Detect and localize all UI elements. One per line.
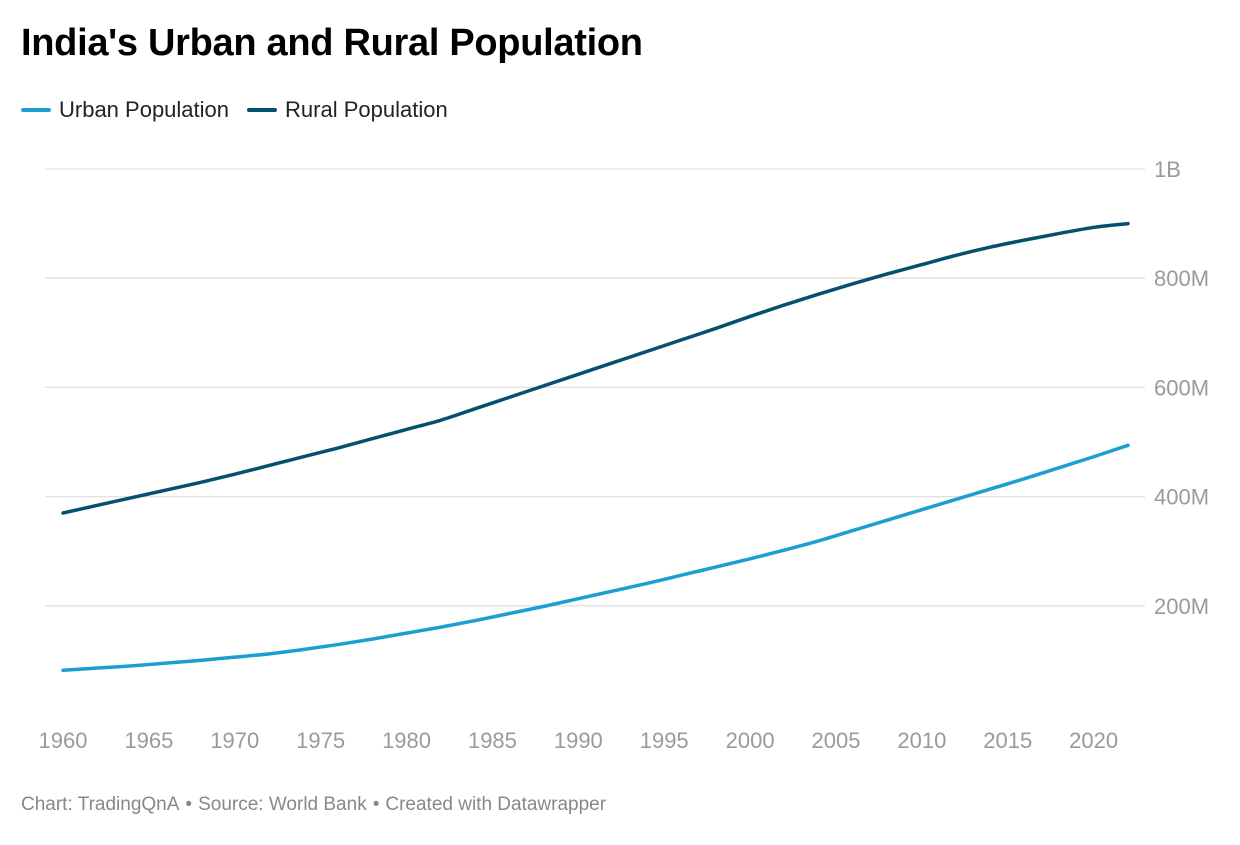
x-axis-ticks: 1960 1965 1970 1975 1980 1985 1990 1995 2000 2005… — [39, 728, 1119, 753]
x-tick-label: 2015 — [983, 728, 1032, 753]
x-tick-label: 1980 — [382, 728, 431, 753]
footer-source: Source: World Bank — [198, 794, 367, 815]
y-axis-ticks: 200M 400M 600M 800M 1B — [1154, 157, 1209, 619]
series-line-rural — [61, 221, 1130, 515]
series-line-urban — [61, 443, 1130, 672]
y-tick-label: 200M — [1154, 594, 1209, 619]
x-tick-label: 2000 — [726, 728, 775, 753]
legend-item-rural: Rural Population — [247, 97, 448, 123]
legend: Urban Population Rural Population — [21, 97, 448, 123]
chart-title: India's Urban and Rural Population — [21, 22, 643, 64]
y-tick-label: 600M — [1154, 375, 1209, 400]
y-tick-label: 400M — [1154, 485, 1209, 510]
legend-swatch-rural — [247, 108, 278, 112]
legend-label-rural: Rural Population — [285, 97, 448, 122]
x-tick-label: 1990 — [554, 728, 603, 753]
footer-created-with: Created with Datawrapper — [385, 794, 607, 815]
footer-chart-credit: Chart: TradingQnA — [21, 794, 180, 815]
x-tick-label: 1960 — [39, 728, 88, 753]
legend-item-urban: Urban Population — [21, 97, 229, 123]
x-tick-label: 1970 — [210, 728, 259, 753]
x-tick-label: 1985 — [468, 728, 517, 753]
x-tick-label: 2005 — [812, 728, 861, 753]
legend-swatch-urban — [21, 108, 51, 112]
series-layer — [61, 221, 1130, 672]
grid-layer — [45, 168, 1145, 607]
footer-separator: • — [372, 794, 380, 815]
chart-footer: Chart: TradingQnA • Source: World Bank • Cre… — [21, 794, 606, 816]
footer-separator: • — [185, 794, 193, 815]
x-tick-label: 1975 — [296, 728, 345, 753]
x-tick-label: 2010 — [897, 728, 946, 753]
x-tick-label: 1965 — [124, 728, 173, 753]
x-tick-label: 2020 — [1069, 728, 1118, 753]
y-tick-label: 800M — [1154, 266, 1209, 291]
x-tick-label: 1995 — [640, 728, 689, 753]
legend-label-urban: Urban Population — [59, 97, 230, 122]
y-tick-label: 1B — [1154, 157, 1181, 182]
